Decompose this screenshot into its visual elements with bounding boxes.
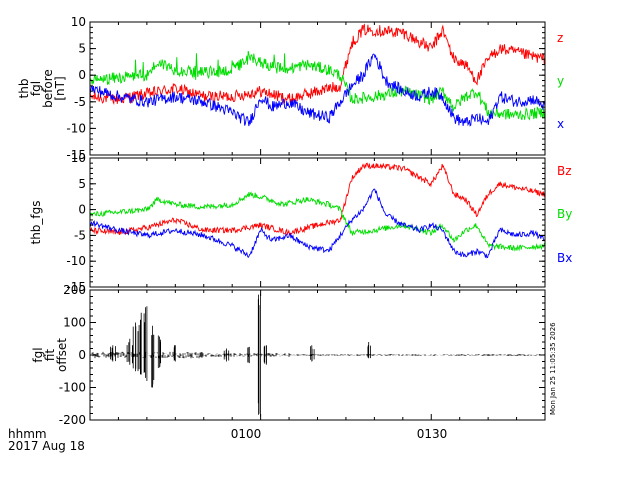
y-tick-label: 10 — [71, 15, 86, 29]
y-tick-label: -5 — [74, 228, 86, 242]
x-tick-label-0130: 0130 — [417, 427, 448, 441]
legend-label-x: x — [557, 117, 564, 131]
panel-frame — [89, 157, 546, 288]
y-tick-label: 5 — [78, 42, 86, 56]
y-tick-label: 100 — [63, 316, 86, 330]
y-axis-label-line: thb — [17, 79, 31, 99]
y-tick-label: -15 — [66, 280, 86, 294]
y-tick-label: -15 — [66, 148, 86, 162]
y-tick-label: -10 — [66, 121, 86, 135]
x-axis-unit-label: hhmm — [8, 427, 47, 441]
y-tick-label: -200 — [59, 413, 86, 427]
y-tick-label: -10 — [66, 254, 86, 268]
y-axis-label-line: before — [41, 69, 55, 108]
series-line-by — [90, 191, 545, 252]
legend-label-z: z — [557, 31, 563, 45]
render-timestamp: Mon Jan 25 11:05:35 2026 — [549, 322, 557, 415]
series-line-x — [90, 53, 545, 127]
series-line-z — [90, 23, 545, 106]
y-axis-label-line: fit — [43, 349, 57, 362]
y-axis-label-line: [nT] — [53, 76, 67, 100]
y-tick-label: 0 — [78, 203, 86, 217]
panel-2: Bz By Bx -15 -10 -5 0 5 10 thb_fgs — [29, 151, 572, 294]
y-axis-label-line: fgl — [31, 347, 45, 362]
panel-frame — [89, 21, 546, 156]
legend-label-by: By — [557, 207, 572, 221]
y-tick-label: -100 — [59, 381, 86, 395]
y-axis-label-line: thb_fgs — [29, 200, 43, 244]
series-line-y — [90, 50, 545, 121]
series-line-bx — [90, 188, 545, 259]
series-line-offset — [90, 293, 545, 417]
legend-label-bx: Bx — [557, 251, 572, 265]
legend-label-y: y — [557, 74, 564, 88]
x-tick-label-0100: 0100 — [231, 427, 262, 441]
y-tick-label: 5 — [78, 177, 86, 191]
y-tick-label: 200 — [63, 283, 86, 297]
y-tick-label: 0 — [78, 348, 86, 362]
y-tick-label: 0 — [78, 68, 86, 82]
y-tick-label: -5 — [74, 95, 86, 109]
x-axis-date-label: 2017 Aug 18 — [8, 439, 85, 453]
legend-label-bz: Bz — [557, 164, 572, 178]
y-tick-label: 10 — [71, 151, 86, 165]
y-axis-label-line: fgl — [29, 81, 43, 96]
y-axis-label-line: offset — [55, 338, 69, 372]
series-line-bz — [90, 162, 545, 237]
